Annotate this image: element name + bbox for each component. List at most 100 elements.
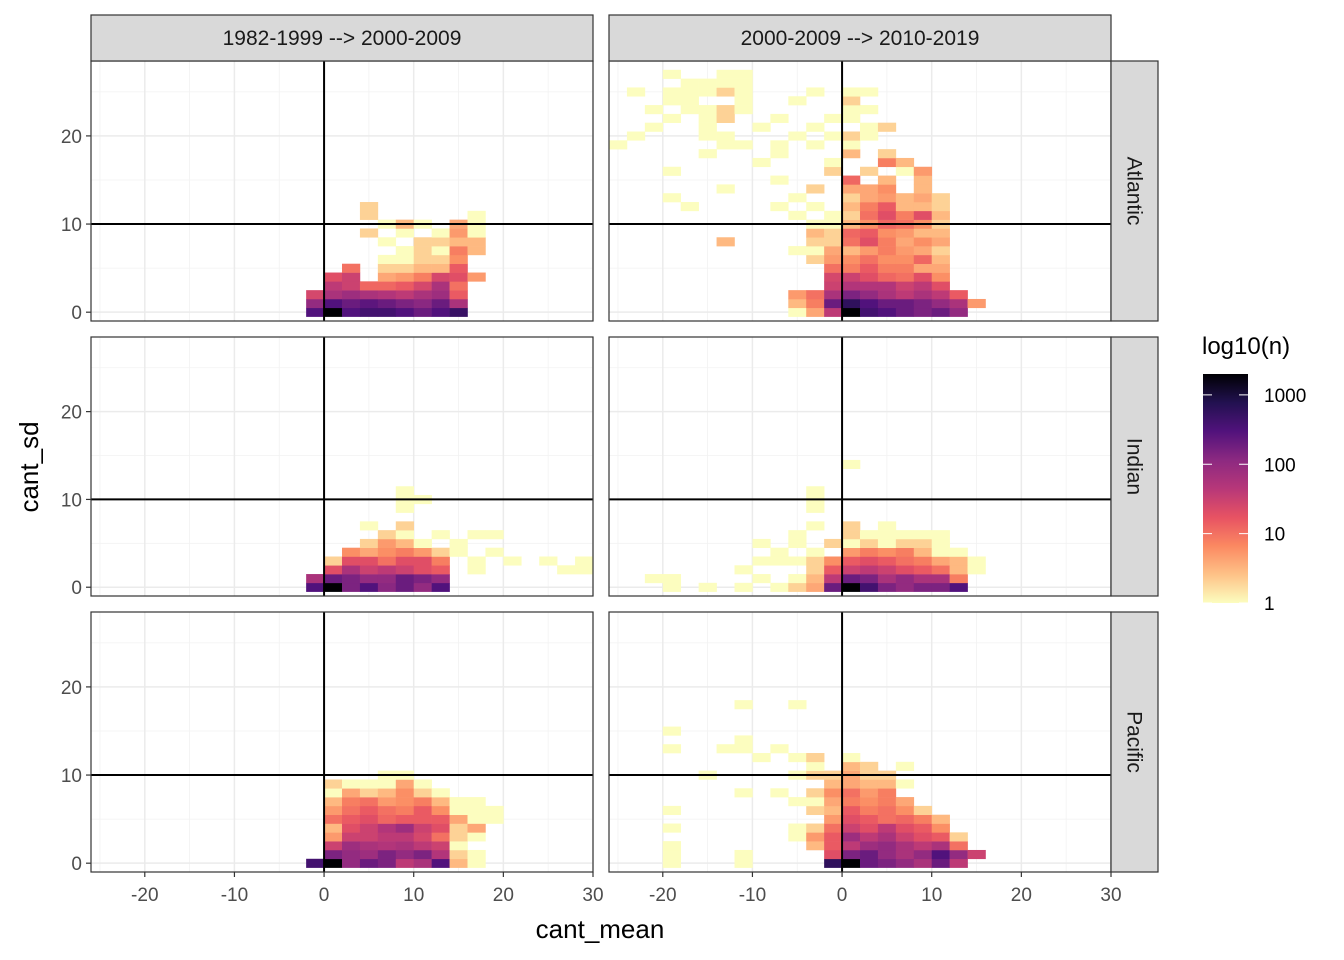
heat-cell — [913, 849, 933, 860]
heat-cell — [913, 538, 933, 549]
heat-cell — [413, 582, 432, 592]
heat-cell — [824, 290, 843, 300]
heat-cell — [895, 228, 915, 238]
heat-cell — [931, 547, 950, 557]
heat-cell — [895, 779, 915, 789]
heat-cell — [342, 788, 361, 798]
heat-cell — [895, 530, 915, 540]
heat-cell — [485, 805, 504, 816]
heat-cell — [895, 166, 915, 176]
heat-cell — [359, 307, 379, 317]
heat-cell — [662, 193, 682, 203]
heat-cell — [895, 538, 915, 549]
heat-cell — [842, 805, 861, 816]
heat-cell — [842, 530, 861, 540]
heat-cell — [324, 582, 343, 592]
x-tick-label: 30 — [582, 885, 603, 906]
heat-cell — [788, 298, 807, 309]
heat-cell — [967, 849, 986, 860]
heat-cell — [860, 193, 879, 203]
heat-cell — [575, 556, 594, 566]
heat-cell — [913, 805, 933, 816]
heat-cell — [395, 246, 415, 256]
heat-cell — [449, 814, 468, 824]
heat-cell — [449, 228, 468, 238]
heat-cell — [770, 547, 789, 557]
heat-cell — [824, 210, 843, 220]
heat-cell — [860, 779, 879, 789]
heat-cell — [931, 272, 950, 282]
heat-cell — [877, 858, 897, 868]
heat-cell — [931, 849, 950, 860]
heat-cell — [324, 307, 343, 317]
legend-title: log10(n) — [1202, 333, 1290, 360]
heat-cell — [842, 131, 861, 141]
heat-cell — [431, 228, 450, 238]
heat-cell — [662, 96, 682, 106]
heat-cell — [503, 556, 522, 566]
heat-cell — [359, 210, 379, 220]
heat-cell — [395, 556, 415, 566]
heat-cell — [913, 184, 933, 194]
heat-cell — [913, 814, 933, 824]
heat-cell — [377, 307, 397, 317]
heat-cell — [895, 582, 915, 592]
heat-cell — [734, 744, 753, 754]
x-tick-label: 0 — [837, 885, 848, 906]
heat-cell — [449, 246, 468, 256]
y-tick-label: 20 — [61, 403, 82, 424]
heat-cell — [752, 556, 771, 566]
heat-cell — [877, 565, 897, 575]
legend-tick-label: 100 — [1264, 455, 1296, 476]
facet-panel — [608, 611, 1112, 873]
heat-cell — [877, 290, 897, 300]
heat-cell — [734, 96, 753, 106]
heat-cell — [877, 797, 897, 807]
heat-cell — [770, 140, 789, 150]
heat-cell — [806, 761, 825, 771]
heat-cell — [449, 254, 468, 265]
heat-cell — [949, 298, 968, 309]
heat-cell — [734, 78, 753, 88]
heat-cell — [431, 582, 450, 592]
heat-cell — [359, 849, 379, 860]
heat-cell — [395, 272, 415, 282]
heat-cell — [806, 753, 825, 763]
heat-cell — [449, 307, 468, 317]
column-strip — [90, 14, 594, 62]
heat-cell — [895, 246, 915, 256]
heat-cell — [698, 78, 717, 88]
panel-border — [90, 336, 594, 597]
heat-cell — [895, 761, 915, 771]
heat-cell — [395, 521, 415, 531]
heat-cell — [860, 184, 879, 194]
heat-cell — [377, 574, 397, 584]
heat-cell — [860, 805, 879, 816]
heat-cell — [662, 574, 682, 584]
heat-cell — [913, 237, 933, 247]
heat-cell — [431, 858, 450, 868]
heat-cell — [913, 565, 933, 575]
heat-cell — [860, 538, 879, 549]
heat-cell — [860, 547, 879, 557]
heat-cell — [770, 788, 789, 798]
heat-cell — [824, 814, 843, 824]
heat-cell — [431, 814, 450, 824]
column-strip-label: 2000-2009 --> 2010-2019 — [741, 27, 980, 50]
heat-cell — [395, 307, 415, 317]
heat-cell — [842, 272, 861, 282]
heat-cell — [806, 184, 825, 194]
heat-cell — [342, 797, 361, 807]
y-tick-label: 0 — [71, 303, 82, 324]
heat-cell — [698, 113, 717, 123]
heat-cell — [913, 228, 933, 238]
heat-cell — [895, 157, 915, 168]
heat-cell — [377, 797, 397, 807]
heat-cell — [342, 547, 361, 557]
heat-cell — [324, 281, 343, 291]
heat-cell — [860, 582, 879, 592]
y-tick-label: 20 — [61, 678, 82, 699]
heat-cell — [877, 849, 897, 860]
heat-cell — [449, 281, 468, 291]
heat-cell — [716, 69, 735, 79]
